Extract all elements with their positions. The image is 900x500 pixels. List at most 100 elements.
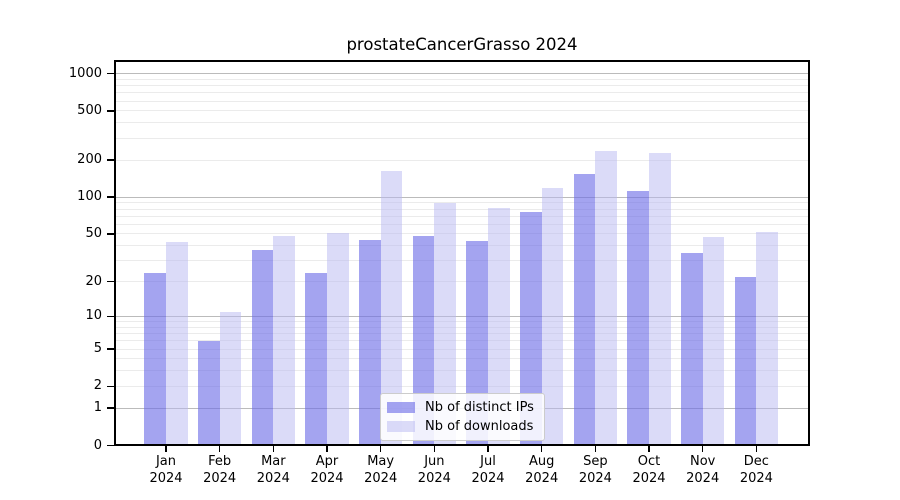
- gridline-minor-900: [114, 78, 810, 80]
- xtick-mark-sep: [594, 446, 597, 452]
- gridline-minor-3: [114, 370, 810, 372]
- chart-title: prostateCancerGrasso 2024: [346, 35, 578, 54]
- gridline-minor-90: [114, 202, 810, 204]
- xtick-month-oct: Oct: [637, 454, 661, 469]
- xtick-mark-mar: [272, 446, 275, 452]
- ytick-mark-200: [107, 159, 114, 161]
- legend-label-distinct-ips: Nb of distinct IPs: [425, 400, 534, 415]
- gridline-major-1000: [114, 73, 810, 75]
- xtick-year-aug: 2024: [525, 471, 559, 486]
- legend-row-downloads: Nb of downloads: [387, 417, 536, 436]
- bar-downloads-mar: [273, 235, 295, 446]
- gridline-minor-70: [114, 215, 810, 217]
- bar-downloads-nov: [702, 236, 725, 446]
- plot-area: [114, 60, 810, 446]
- gridline-minor-20: [114, 281, 810, 283]
- xtick-month-apr: Apr: [315, 454, 339, 469]
- gridline-minor-5: [114, 348, 810, 350]
- bar-downloads-jan: [166, 242, 188, 446]
- xtick-mark-may: [379, 446, 382, 452]
- xtick-year-nov: 2024: [686, 471, 720, 486]
- xtick-mark-apr: [326, 446, 328, 452]
- bar-downloads-aug: [541, 187, 564, 446]
- xtick-year-dec: 2024: [739, 471, 773, 486]
- ytick-label-10: 10: [85, 308, 102, 324]
- xtick-year-jul: 2024: [471, 471, 505, 486]
- ytick-label-5: 5: [93, 341, 102, 357]
- bar-downloads-feb: [219, 312, 242, 446]
- bar-downloads-jul: [488, 208, 510, 446]
- xtick-mark-oct: [648, 446, 650, 452]
- gridline-minor-40: [114, 245, 810, 247]
- bar-distinct-ips-aug: [520, 211, 542, 446]
- bar-downloads-apr: [327, 233, 349, 446]
- ytick-label-0: 0: [93, 437, 102, 453]
- gridline-minor-2: [114, 385, 810, 387]
- xtick-year-jun: 2024: [417, 471, 451, 486]
- gridline-major-100: [114, 196, 810, 198]
- gridline-minor-800: [114, 85, 810, 87]
- ytick-label-20: 20: [85, 273, 102, 289]
- xtick-mark-feb: [218, 446, 221, 452]
- ytick-label-200: 200: [77, 152, 102, 168]
- gridline-minor-60: [114, 223, 810, 225]
- xtick-label-oct: Oct 2024: [617, 453, 681, 487]
- gridline-minor-400: [114, 122, 810, 124]
- ytick-label-1000: 1000: [68, 65, 102, 81]
- gridline-minor-8: [114, 326, 810, 328]
- xtick-label-jan: Jan 2024: [134, 453, 198, 487]
- gridline-minor-600: [114, 100, 810, 102]
- ytick-label-100: 100: [77, 189, 102, 205]
- xtick-label-aug: Aug 2024: [510, 453, 574, 487]
- ytick-mark-500: [107, 110, 114, 112]
- xtick-mark-jun: [433, 446, 436, 452]
- xtick-month-dec: Dec: [743, 454, 769, 469]
- gridline-major-10: [114, 315, 810, 317]
- xtick-label-dec: Dec 2024: [724, 453, 788, 487]
- xtick-year-apr: 2024: [310, 471, 344, 486]
- ytick-label-2: 2: [93, 378, 102, 394]
- ytick-mark-50: [107, 233, 114, 235]
- gridline-minor-9: [114, 321, 810, 323]
- ytick-mark-0: [107, 444, 114, 447]
- bar-downloads-sep: [595, 151, 617, 446]
- xtick-year-jan: 2024: [149, 471, 183, 486]
- legend: Nb of distinct IPs Nb of downloads: [380, 393, 545, 441]
- xtick-month-jun: Jun: [424, 454, 445, 469]
- ytick-mark-1: [107, 407, 114, 409]
- legend-row-distinct-ips: Nb of distinct IPs: [387, 398, 536, 417]
- xtick-label-sep: Sep 2024: [563, 453, 627, 487]
- bar-distinct-ips-sep: [573, 174, 596, 446]
- bar-downloads-dec: [756, 232, 778, 446]
- bar-distinct-ips-jan: [144, 272, 166, 446]
- bar-distinct-ips-apr: [305, 272, 327, 446]
- legend-swatch-distinct-ips: [387, 402, 415, 413]
- xtick-label-may: May 2024: [349, 453, 413, 487]
- xtick-month-may: May: [367, 454, 395, 469]
- xtick-mark-aug: [540, 446, 543, 452]
- bar-distinct-ips-oct: [627, 190, 650, 446]
- xtick-year-feb: 2024: [203, 471, 237, 486]
- xtick-label-jun: Jun 2024: [402, 453, 466, 487]
- xtick-mark-dec: [755, 446, 758, 452]
- ytick-mark-100: [107, 196, 114, 198]
- ytick-label-50: 50: [85, 225, 102, 241]
- gridline-minor-6: [114, 340, 810, 342]
- gridline-minor-4: [114, 358, 810, 360]
- xtick-label-feb: Feb 2024: [188, 453, 252, 487]
- xtick-year-mar: 2024: [256, 471, 290, 486]
- bar-downloads-jun: [434, 202, 456, 446]
- xtick-label-jul: Jul 2024: [456, 453, 520, 487]
- gridline-minor-200: [114, 159, 810, 161]
- bar-distinct-ips-mar: [251, 250, 274, 446]
- xtick-month-feb: Feb: [208, 454, 232, 469]
- ytick-mark-20: [107, 280, 114, 283]
- ytick-mark-1000: [107, 72, 114, 75]
- xtick-month-mar: Mar: [261, 454, 286, 469]
- xtick-month-sep: Sep: [583, 454, 608, 469]
- bar-distinct-ips-nov: [681, 253, 703, 446]
- xtick-mark-jan: [165, 446, 167, 452]
- ytick-label-1: 1: [93, 400, 102, 416]
- ytick-label-500: 500: [77, 102, 102, 118]
